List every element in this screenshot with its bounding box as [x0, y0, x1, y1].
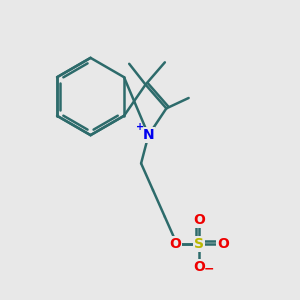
- Text: S: S: [194, 237, 204, 250]
- Text: N: N: [143, 128, 154, 142]
- Text: O: O: [193, 260, 205, 274]
- Text: O: O: [217, 237, 229, 250]
- Text: +: +: [136, 122, 144, 132]
- Text: O: O: [169, 237, 181, 250]
- Text: O: O: [193, 213, 205, 227]
- Text: −: −: [203, 262, 214, 275]
